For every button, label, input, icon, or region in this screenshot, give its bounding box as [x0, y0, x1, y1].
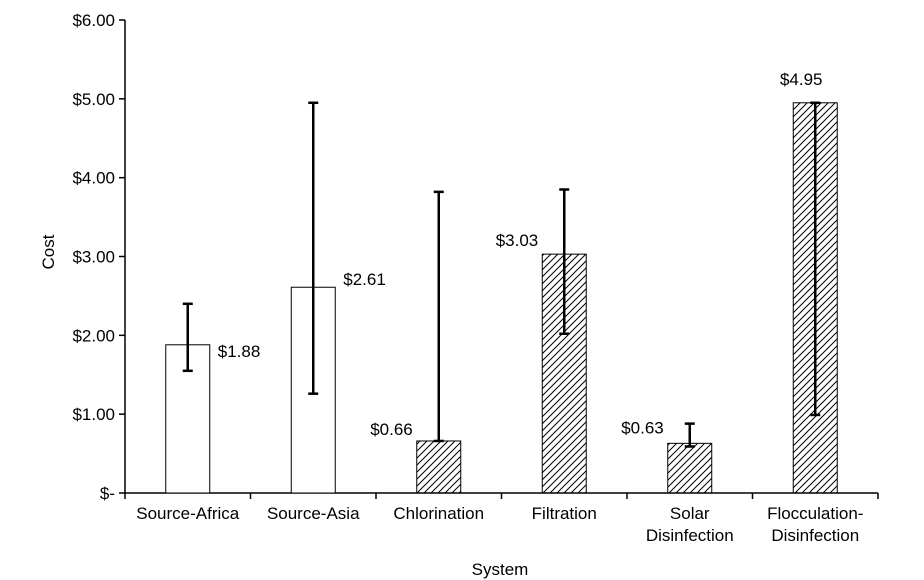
- x-tick-label: Source-Asia: [267, 504, 360, 523]
- y-tick-label: $-: [100, 484, 115, 503]
- y-tick-label: $5.00: [72, 90, 115, 109]
- bar: [667, 442, 713, 494]
- x-tick-label: Solar: [670, 504, 710, 523]
- y-tick-label: $4.00: [72, 169, 115, 188]
- x-tick-label: Disinfection: [646, 526, 734, 545]
- y-tick-label: $6.00: [72, 11, 115, 30]
- y-tick-label: $2.00: [72, 326, 115, 345]
- data-label: $4.95: [780, 70, 823, 89]
- bar: [416, 440, 462, 494]
- y-tick-label: $1.00: [72, 405, 115, 424]
- x-tick-label: Flocculation-: [767, 504, 863, 523]
- data-label: $0.63: [621, 418, 664, 437]
- data-label: $2.61: [343, 270, 386, 289]
- bar: [165, 344, 211, 494]
- data-label: $3.03: [496, 231, 539, 250]
- data-label: $1.88: [218, 342, 261, 361]
- x-tick-label: Source-Africa: [136, 504, 240, 523]
- x-tick-label: Disinfection: [771, 526, 859, 545]
- y-axis-title: Cost: [39, 234, 58, 269]
- data-label: $0.66: [370, 420, 413, 439]
- x-tick-label: Chlorination: [393, 504, 484, 523]
- x-axis-title: System: [472, 560, 529, 579]
- y-tick-label: $3.00: [72, 248, 115, 267]
- x-tick-label: Filtration: [532, 504, 597, 523]
